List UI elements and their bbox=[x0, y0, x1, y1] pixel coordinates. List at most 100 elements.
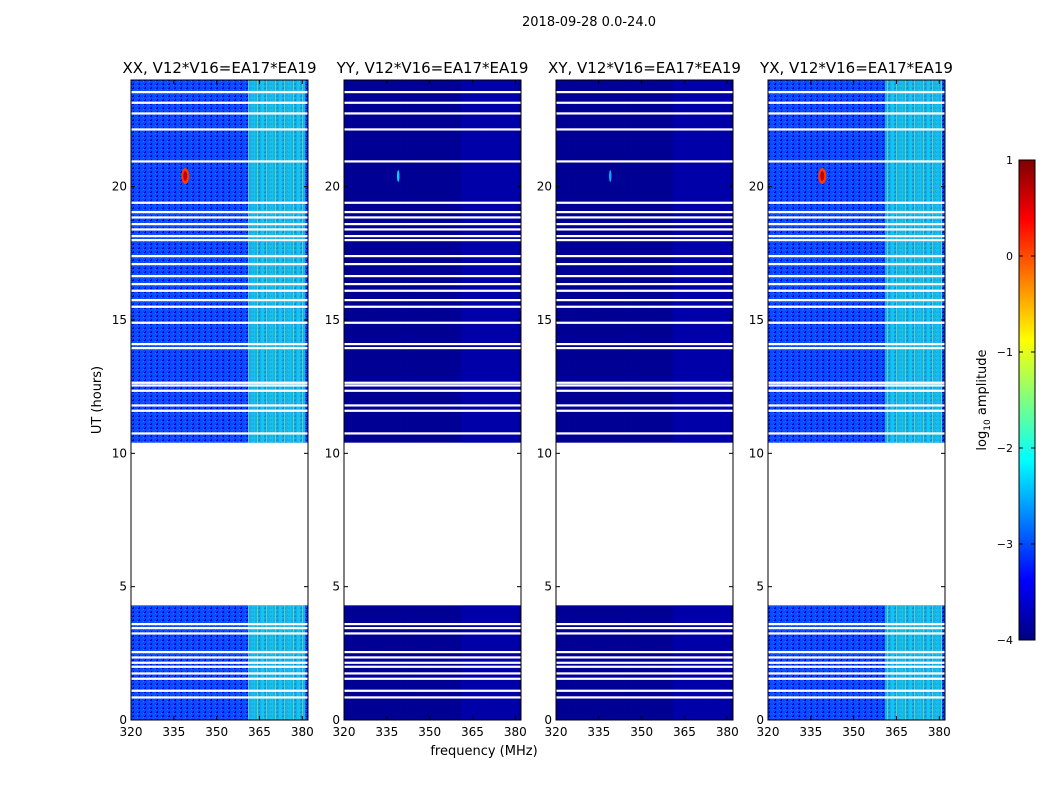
y-tick-label: 0 bbox=[756, 713, 764, 727]
y-tick-label: 10 bbox=[325, 446, 340, 460]
flagged-row bbox=[131, 275, 308, 278]
panel-title: XY, V12*V16=EA17*EA19 bbox=[548, 59, 741, 77]
rfi-texture bbox=[885, 80, 943, 443]
flagged-row bbox=[344, 112, 521, 115]
flagged-row bbox=[344, 656, 521, 659]
flagged-row bbox=[556, 228, 733, 231]
flagged-row bbox=[344, 275, 521, 278]
panel-title: YY, V12*V16=EA17*EA19 bbox=[336, 59, 529, 77]
flagged-row bbox=[556, 404, 733, 407]
y-tick-label: 20 bbox=[112, 180, 127, 194]
flagged-row bbox=[131, 656, 308, 659]
flagged-row bbox=[768, 255, 945, 258]
flagged-row bbox=[131, 263, 308, 266]
flagged-row bbox=[344, 223, 521, 226]
rfi-band bbox=[461, 80, 519, 443]
colorbar-tick-label: −4 bbox=[997, 634, 1013, 647]
flagged-row bbox=[344, 101, 521, 104]
flagged-row bbox=[768, 689, 945, 692]
x-tick-label: 320 bbox=[757, 725, 780, 739]
flagged-row bbox=[768, 677, 945, 680]
flagged-row bbox=[768, 696, 945, 699]
flagged-row bbox=[344, 404, 521, 407]
flagged-row bbox=[556, 275, 733, 278]
flagged-row bbox=[131, 101, 308, 104]
flagged-row bbox=[768, 305, 945, 308]
x-tick-label: 350 bbox=[842, 725, 865, 739]
flagged-row bbox=[768, 627, 945, 630]
flagged-row bbox=[131, 211, 308, 214]
x-tick-label: 335 bbox=[375, 725, 398, 739]
x-tick-label: 320 bbox=[333, 725, 356, 739]
flagged-row bbox=[768, 235, 945, 238]
flagged-row bbox=[344, 623, 521, 626]
flagged-row bbox=[768, 632, 945, 635]
flagged-row bbox=[556, 305, 733, 308]
flagged-row bbox=[768, 656, 945, 659]
x-tick-label: 365 bbox=[461, 725, 484, 739]
flagged-row bbox=[556, 255, 733, 258]
flagged-row bbox=[344, 160, 521, 163]
flagged-row bbox=[556, 627, 733, 630]
x-tick-label: 350 bbox=[630, 725, 653, 739]
flagged-row bbox=[131, 381, 308, 384]
flagged-row bbox=[768, 347, 945, 350]
flagged-row bbox=[768, 384, 945, 387]
colorbar-tick-label: −1 bbox=[997, 346, 1013, 359]
flagged-row bbox=[131, 672, 308, 675]
flagged-row bbox=[344, 91, 521, 94]
flagged-row bbox=[556, 211, 733, 214]
panel-frame bbox=[555, 79, 734, 721]
flagged-row bbox=[556, 696, 733, 699]
flagged-row bbox=[131, 201, 308, 204]
flagged-row bbox=[344, 255, 521, 258]
y-tick-label: 5 bbox=[332, 580, 340, 594]
flagged-row bbox=[768, 239, 945, 242]
flagged-row bbox=[131, 347, 308, 350]
flagged-row bbox=[556, 432, 733, 435]
flagged-row bbox=[131, 343, 308, 346]
flagged-row bbox=[556, 623, 733, 626]
flagged-row bbox=[768, 665, 945, 668]
panel-4: YX, V12*V16=EA17*EA19 320 335 350 365 380 0 5 10… bbox=[749, 59, 953, 739]
flagged-row bbox=[768, 321, 945, 324]
y-tick-label: 5 bbox=[756, 580, 764, 594]
flagged-row bbox=[131, 389, 308, 392]
flagged-row bbox=[768, 389, 945, 392]
x-tick-label: 335 bbox=[799, 725, 822, 739]
colorbar-tick-label: −3 bbox=[997, 538, 1013, 551]
suptitle: 2018-09-28 0.0-24.0 bbox=[522, 15, 656, 30]
flagged-row bbox=[344, 235, 521, 238]
panel-1: XX, V12*V16=EA17*EA19 320 335 350 365 380 0 5 10… bbox=[112, 59, 317, 739]
y-tick-label: 10 bbox=[749, 446, 764, 460]
flagged-row bbox=[131, 299, 308, 302]
flagged-row bbox=[556, 677, 733, 680]
flagged-row bbox=[344, 627, 521, 630]
panel-frame bbox=[130, 79, 309, 721]
flagged-row bbox=[768, 101, 945, 104]
flagged-row bbox=[768, 672, 945, 675]
flagged-row bbox=[768, 289, 945, 292]
x-tick-label: 365 bbox=[248, 725, 271, 739]
flagged-row bbox=[344, 289, 521, 292]
flagged-row bbox=[556, 343, 733, 346]
panel-title: XX, V12*V16=EA17*EA19 bbox=[122, 59, 316, 77]
flagged-row bbox=[768, 343, 945, 346]
flagged-row bbox=[556, 299, 733, 302]
flagged-row bbox=[768, 381, 945, 384]
flagged-row bbox=[344, 201, 521, 204]
panel-frame bbox=[767, 79, 946, 721]
flagged-row bbox=[344, 305, 521, 308]
x-tick-label: 335 bbox=[587, 725, 610, 739]
x-tick-label: 365 bbox=[673, 725, 696, 739]
flagged-row bbox=[556, 201, 733, 204]
flagged-row bbox=[344, 661, 521, 664]
flagged-row bbox=[556, 283, 733, 286]
flagged-row bbox=[556, 160, 733, 163]
y-tick-label: 5 bbox=[119, 580, 127, 594]
x-tick-label: 320 bbox=[545, 725, 568, 739]
flagged-row bbox=[768, 263, 945, 266]
flagged-row bbox=[344, 689, 521, 692]
flagged-row bbox=[344, 432, 521, 435]
